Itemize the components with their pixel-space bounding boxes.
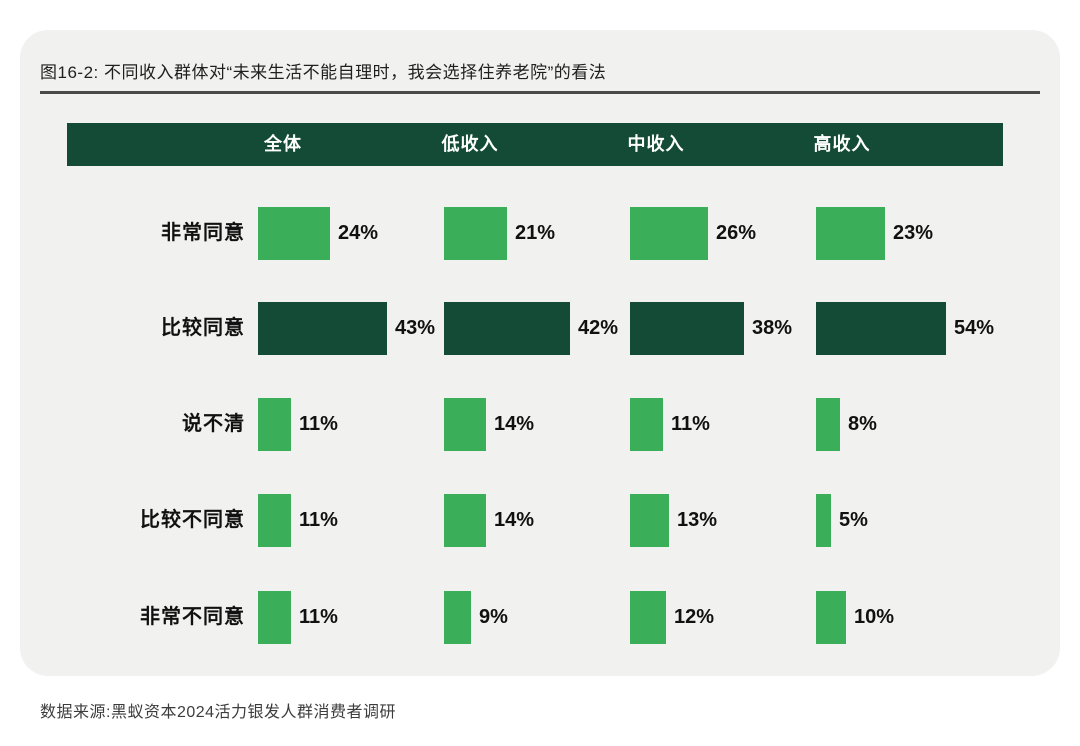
column-header-label: 中收入 <box>627 134 685 154</box>
bar-value-label: 11% <box>671 413 710 435</box>
bar-cell: 11% <box>258 494 338 547</box>
row-category-label: 比较不同意 <box>140 509 245 531</box>
data-source-note: 数据来源:黑蚁资本2024活力银发人群消费者调研 <box>40 704 397 721</box>
column-header-label: 低收入 <box>441 134 499 154</box>
column-header-label: 高收入 <box>813 134 871 154</box>
bar-cell: 10% <box>816 591 894 644</box>
bar-value-label: 10% <box>854 606 895 628</box>
bar <box>258 591 291 644</box>
bar <box>816 494 831 547</box>
chart-row: 非常同意 24% 21% 26% 23% <box>20 207 1060 260</box>
bar <box>258 207 330 260</box>
bar-value-label: 11% <box>299 606 338 628</box>
row-category-label: 非常不同意 <box>140 606 245 628</box>
row-category-label: 比较同意 <box>161 317 245 339</box>
bar <box>444 207 507 260</box>
bar-value-label: 5% <box>839 509 868 531</box>
bar-cell: 21% <box>444 207 555 260</box>
bar-value-label: 54% <box>954 317 995 339</box>
bar-value-label: 13% <box>677 509 718 531</box>
chart-row: 比较不同意 11% 14% 13% 5% <box>20 494 1060 547</box>
bar-cell: 11% <box>258 591 338 644</box>
bar-value-label: 9% <box>479 606 508 628</box>
bar-value-label: 42% <box>578 317 619 339</box>
bar-value-label: 12% <box>674 606 715 628</box>
bar-cell: 5% <box>816 494 868 547</box>
bar <box>258 398 291 451</box>
bar-value-label: 14% <box>494 413 535 435</box>
bar <box>816 207 885 260</box>
bar-value-label: 11% <box>299 413 338 435</box>
bar-cell: 11% <box>258 398 338 451</box>
bar <box>816 591 846 644</box>
bar <box>630 591 666 644</box>
bar-cell: 23% <box>816 207 933 260</box>
bar-value-label: 14% <box>494 509 535 531</box>
bar <box>444 398 486 451</box>
chart-row: 非常不同意 11% 9% 12% 10% <box>20 591 1060 644</box>
bar-cell: 38% <box>630 302 792 355</box>
bar-value-label: 24% <box>338 222 379 244</box>
bar-cell: 26% <box>630 207 756 260</box>
bar <box>630 494 669 547</box>
bar-value-label: 21% <box>515 222 556 244</box>
bar <box>444 494 486 547</box>
bar <box>816 398 840 451</box>
bar <box>444 591 471 644</box>
bar-cell: 14% <box>444 494 534 547</box>
bar-cell: 54% <box>816 302 994 355</box>
bar-cell: 12% <box>630 591 714 644</box>
row-category-label: 非常同意 <box>161 222 245 244</box>
chart-card: 图16-2: 不同收入群体对“未来生活不能自理时，我会选择住养老院”的看法 全体… <box>20 30 1060 676</box>
bar-value-label: 38% <box>752 317 793 339</box>
bar <box>630 398 663 451</box>
bar <box>444 302 570 355</box>
chart-title: 图16-2: 不同收入群体对“未来生活不能自理时，我会选择住养老院”的看法 <box>40 63 607 82</box>
bar-value-label: 26% <box>716 222 757 244</box>
column-header-label: 全体 <box>264 134 302 154</box>
bar-cell: 13% <box>630 494 717 547</box>
bar-cell: 8% <box>816 398 877 451</box>
column-header-bar: 全体 低收入 中收入 高收入 <box>67 123 1003 166</box>
bar-cell: 11% <box>630 398 710 451</box>
chart-row: 比较同意 43% 42% 38% 54% <box>20 302 1060 355</box>
title-divider <box>40 91 1040 94</box>
chart-row: 说不清 11% 14% 11% 8% <box>20 398 1060 451</box>
bar-cell: 43% <box>258 302 435 355</box>
bar <box>630 207 708 260</box>
bar-value-label: 11% <box>299 509 338 531</box>
bar-cell: 42% <box>444 302 618 355</box>
bar <box>258 302 387 355</box>
bar-cell: 24% <box>258 207 378 260</box>
bar <box>258 494 291 547</box>
bar-cell: 14% <box>444 398 534 451</box>
bar <box>630 302 744 355</box>
bar <box>816 302 946 355</box>
row-category-label: 说不清 <box>182 413 245 435</box>
bar-value-label: 23% <box>893 222 934 244</box>
bar-cell: 9% <box>444 591 508 644</box>
bar-value-label: 8% <box>848 413 877 435</box>
bar-value-label: 43% <box>395 317 436 339</box>
